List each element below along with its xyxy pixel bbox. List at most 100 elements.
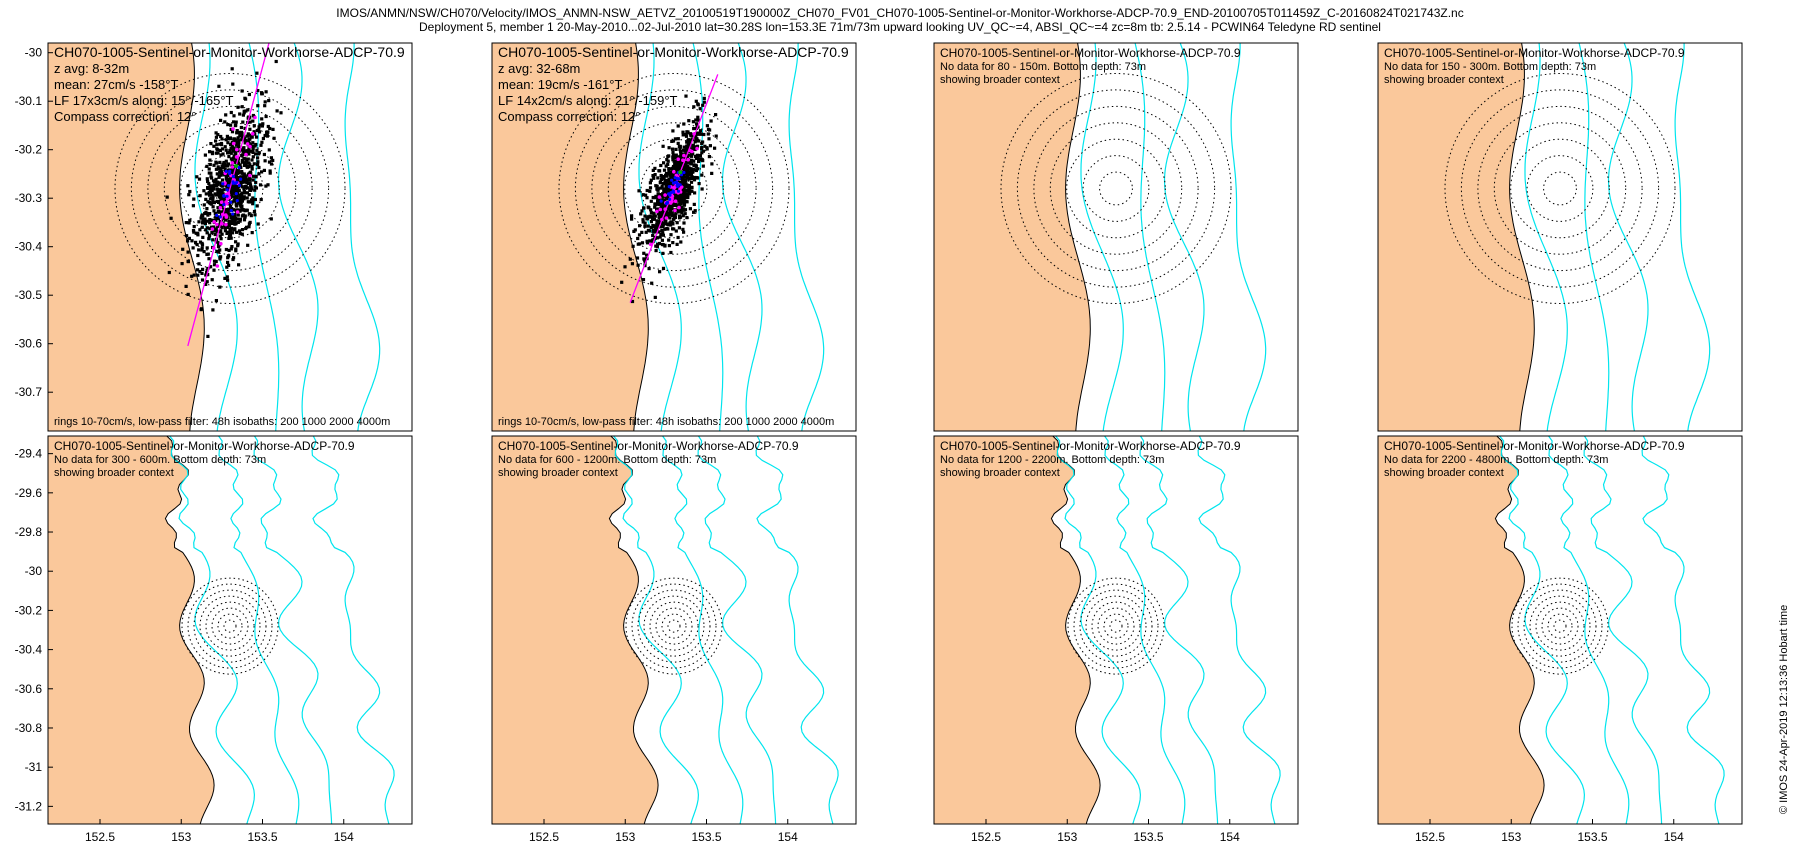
speed-ring [649, 601, 699, 651]
velocity-point [646, 217, 650, 221]
y-tick-label: -30.3 [15, 191, 43, 205]
velocity-point [214, 299, 218, 303]
velocity-point [192, 273, 196, 277]
velocity-point [224, 159, 228, 163]
velocity-point [198, 240, 203, 244]
velocity-point [253, 185, 257, 189]
velocity-point [205, 226, 209, 230]
velocity-point [243, 161, 247, 165]
velocity-point [233, 222, 237, 226]
velocity-point [654, 203, 658, 207]
speed-ring [1535, 601, 1585, 651]
velocity-point [682, 221, 686, 225]
velocity-point [649, 208, 653, 212]
axes-frame [933, 435, 1299, 825]
velocity-point [215, 187, 219, 191]
velocity-point [212, 268, 216, 272]
velocity-point [254, 174, 258, 178]
velocity-point [689, 172, 693, 177]
velocity-point [209, 265, 213, 269]
velocity-point [221, 192, 226, 196]
velocity-point [691, 170, 695, 174]
velocity-point [656, 242, 660, 246]
velocity-point [240, 131, 244, 135]
velocity-point [205, 164, 209, 168]
velocity-point [219, 237, 223, 241]
velocity-point [214, 215, 218, 219]
velocity-point [682, 193, 686, 197]
mean-point [225, 194, 229, 198]
velocity-point [215, 161, 219, 165]
velocity-point [227, 155, 231, 159]
mean-point [215, 213, 219, 217]
velocity-point [236, 191, 240, 195]
velocity-point [226, 189, 231, 193]
velocity-point [656, 230, 660, 234]
velocity-point [701, 159, 705, 163]
velocity-point [677, 216, 682, 220]
velocity-point [674, 187, 678, 192]
velocity-point [218, 234, 222, 238]
velocity-point [705, 146, 709, 150]
velocity-point [230, 67, 234, 71]
velocity-point [650, 281, 654, 285]
velocity-point [236, 217, 240, 221]
velocity-point [207, 237, 211, 241]
velocity-point [264, 90, 268, 94]
mean-point [676, 189, 681, 193]
velocity-point [236, 145, 240, 149]
velocity-point [661, 266, 666, 270]
velocity-point [187, 193, 191, 197]
mean-point [676, 184, 680, 188]
mean-point [221, 182, 225, 186]
isobath-line [311, 436, 395, 824]
velocity-point [692, 159, 696, 163]
velocity-point [678, 161, 683, 165]
velocity-point [232, 188, 236, 192]
velocity-point [217, 84, 221, 88]
lowpass-point [670, 197, 674, 201]
velocity-point [243, 141, 247, 145]
velocity-point [643, 214, 647, 218]
velocity-point [630, 214, 634, 218]
speed-ring [217, 613, 243, 639]
velocity-point [194, 240, 198, 244]
velocity-point [249, 185, 253, 189]
velocity-point [230, 192, 234, 196]
velocity-point [207, 167, 211, 171]
isobath-line [344, 43, 381, 431]
velocity-point [216, 165, 220, 169]
speed-ring [1460, 89, 1660, 288]
velocity-point [259, 197, 263, 202]
velocity-point [212, 209, 216, 213]
velocity-point [680, 183, 685, 187]
velocity-point [692, 105, 696, 109]
velocity-point [263, 104, 267, 108]
speed-ring [1099, 171, 1133, 206]
velocity-point [684, 185, 688, 189]
velocity-point [261, 122, 265, 126]
velocity-point [244, 163, 248, 167]
speed-ring [1016, 89, 1216, 288]
velocity-point [234, 120, 238, 124]
velocity-point [202, 203, 206, 207]
velocity-point [219, 134, 223, 139]
velocity-point [165, 195, 169, 199]
mean-vector-tip [234, 164, 239, 169]
velocity-point [207, 181, 211, 186]
velocity-point [700, 147, 704, 151]
velocity-point [696, 115, 700, 119]
velocity-point [227, 263, 231, 267]
isobath-line [218, 436, 300, 824]
velocity-point [648, 189, 652, 193]
velocity-point [233, 192, 237, 196]
velocity-point [260, 140, 264, 144]
subplot-title: CH070-1005-Sentinel-or-Monitor-Workhorse… [498, 439, 799, 453]
velocity-point [234, 249, 238, 253]
velocity-point [218, 248, 222, 252]
velocity-point [639, 212, 643, 216]
velocity-point [241, 180, 245, 184]
velocity-point [665, 209, 669, 213]
lowpass-point [225, 197, 230, 201]
velocity-point [257, 172, 261, 176]
